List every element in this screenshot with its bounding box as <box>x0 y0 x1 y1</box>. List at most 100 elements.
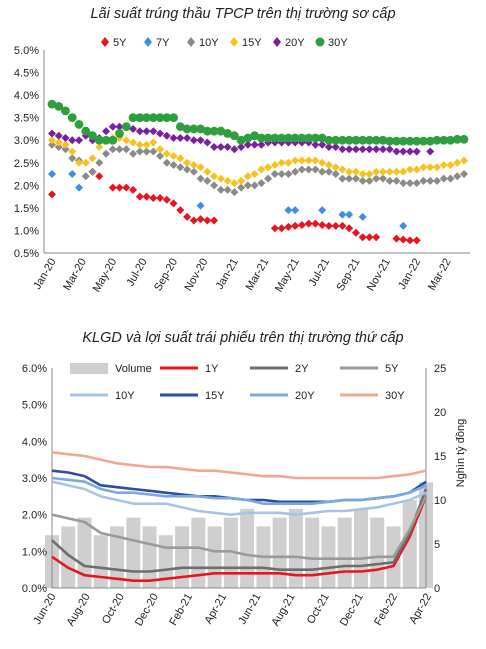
point-30y <box>115 129 124 138</box>
point-20y <box>162 131 171 140</box>
point-15y <box>291 156 300 165</box>
point-5y <box>135 192 144 201</box>
point-30y <box>61 106 70 116</box>
point-10y <box>88 167 97 176</box>
point-15y <box>426 163 435 172</box>
point-30y <box>162 113 172 123</box>
x-tick-label-dec-21: Dec-21 <box>338 592 366 629</box>
y-tick-label-2-0: 2.0% <box>14 180 39 192</box>
point-20y <box>54 131 63 140</box>
point-30y <box>344 135 354 145</box>
point-30y <box>108 135 118 145</box>
volume-bar <box>305 517 320 588</box>
point-10y <box>122 145 131 154</box>
point-15y <box>237 176 246 185</box>
point-20y <box>358 145 367 154</box>
point-10y <box>156 152 165 161</box>
x-tick-label-jun-20: Jun-20 <box>31 592 58 627</box>
point-10y <box>405 179 414 188</box>
point-30y <box>331 135 341 145</box>
point-10y <box>237 183 246 192</box>
point-30y <box>290 133 300 143</box>
point-15y <box>189 161 198 170</box>
point-10y <box>432 176 441 185</box>
point-20y <box>210 142 219 151</box>
point-15y <box>318 158 327 167</box>
point-10y <box>331 170 340 179</box>
y-tick-label-0-0: 0.0% <box>22 583 47 595</box>
y-tick-label-2-0: 2.0% <box>22 510 47 522</box>
point-20y <box>311 140 320 149</box>
point-10y <box>297 165 306 174</box>
point-10y <box>243 181 252 190</box>
point-30y <box>202 126 212 136</box>
legend-swatch-volume <box>70 363 108 374</box>
point-10y <box>203 176 212 185</box>
point-30y <box>54 101 64 111</box>
legend-label-20y: 20Y <box>295 390 315 402</box>
x-tick-label-apr-22: Apr-22 <box>407 592 434 627</box>
point-30y <box>452 134 462 144</box>
point-15y <box>351 167 360 176</box>
point-5y <box>95 172 104 181</box>
point-30y <box>250 131 260 141</box>
point-5y <box>156 193 165 202</box>
point-15y <box>223 176 232 185</box>
series-line-5y <box>51 495 428 560</box>
point-30y <box>304 133 314 143</box>
point-10y <box>412 179 421 188</box>
y-tick-label-2-5: 2.5% <box>14 158 39 170</box>
point-5y <box>284 222 293 231</box>
point-30y <box>121 122 131 132</box>
point-20y <box>196 136 205 145</box>
point-10y <box>210 181 219 190</box>
point-5y <box>412 236 421 245</box>
point-20y <box>237 142 246 151</box>
point-15y <box>95 142 104 151</box>
point-5y <box>196 215 205 224</box>
point-30y <box>81 126 91 136</box>
point-10y <box>291 167 300 176</box>
point-15y <box>412 165 421 174</box>
point-10y <box>426 176 435 185</box>
point-15y <box>405 165 414 174</box>
series-line-1y <box>51 495 428 582</box>
point-15y <box>264 163 273 172</box>
point-20y <box>345 145 354 154</box>
point-15y <box>392 167 401 176</box>
point-20y <box>351 145 360 154</box>
point-10y <box>68 154 77 163</box>
point-15y <box>331 163 340 172</box>
volume-bar <box>126 517 141 588</box>
point-20y <box>250 140 259 149</box>
x-tick-label-dec-20: Dec-20 <box>133 592 161 629</box>
point-7y <box>338 210 347 219</box>
point-15y <box>284 158 293 167</box>
chart-title-secondary: KLGD và lợi suất trái phiếu trên thị trư… <box>82 330 404 346</box>
point-30y <box>446 135 455 145</box>
y-tick-label-6-0: 6.0% <box>22 363 47 375</box>
legend-marker-30y <box>315 37 325 47</box>
point-20y <box>230 145 239 154</box>
y2-tick-label-10: 10 <box>434 495 446 507</box>
point-15y <box>216 174 225 183</box>
point-5y <box>48 190 56 199</box>
point-30y <box>155 113 165 123</box>
point-5y <box>405 236 414 245</box>
point-7y <box>318 206 327 215</box>
point-10y <box>264 174 273 183</box>
legend-label-5y: 5Y <box>385 363 399 375</box>
point-10y <box>338 174 347 183</box>
legend-marker-15y <box>230 37 238 47</box>
point-5y <box>129 185 138 194</box>
y-tick-label-3-0: 3.0% <box>22 473 47 485</box>
point-30y <box>405 136 415 146</box>
point-10y <box>61 145 70 154</box>
point-30y <box>358 135 368 145</box>
point-30y <box>378 135 388 145</box>
point-15y <box>446 161 455 170</box>
point-15y <box>365 170 374 179</box>
point-20y <box>61 133 70 142</box>
point-5y <box>210 216 219 225</box>
point-30y <box>236 135 246 145</box>
